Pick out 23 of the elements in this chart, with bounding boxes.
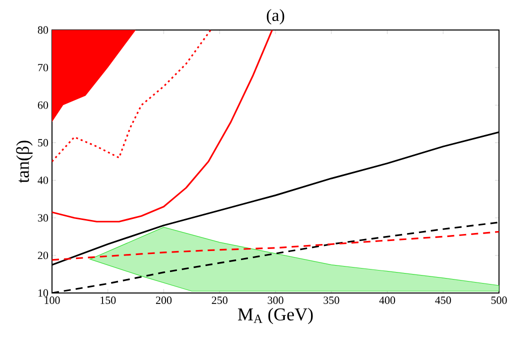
x-tick-label: 250 [212, 296, 228, 304]
x-tick-label: 400 [379, 296, 396, 304]
x-tick-label: 350 [324, 296, 340, 304]
y-tick-label: 70 [38, 64, 48, 72]
x-tick-label: 200 [156, 296, 172, 304]
x-axis-title: M$_{A}$ (GeV) [238, 308, 313, 324]
y-axis-title: tan(β) [16, 140, 33, 183]
line-series [52, 30, 212, 162]
x-tick-label: 500 [491, 296, 507, 304]
x-tick-label: 450 [435, 296, 451, 304]
x-tick-label: 150 [100, 296, 116, 304]
y-tick-label: 80 [38, 26, 48, 34]
y-tick-label: 30 [38, 214, 48, 222]
y-tick-label: 50 [38, 139, 48, 146]
chart-title: (a) [266, 9, 284, 24]
y-tick-label: 20 [38, 252, 48, 260]
line-series [52, 30, 273, 222]
y-tick-label: 60 [38, 101, 48, 109]
y-tick-label: 40 [38, 176, 48, 184]
y-tick-label: 10 [38, 289, 48, 297]
x-tick-label: 100 [44, 296, 60, 304]
x-tick-label: 300 [268, 296, 284, 304]
line-series [52, 230, 500, 261]
